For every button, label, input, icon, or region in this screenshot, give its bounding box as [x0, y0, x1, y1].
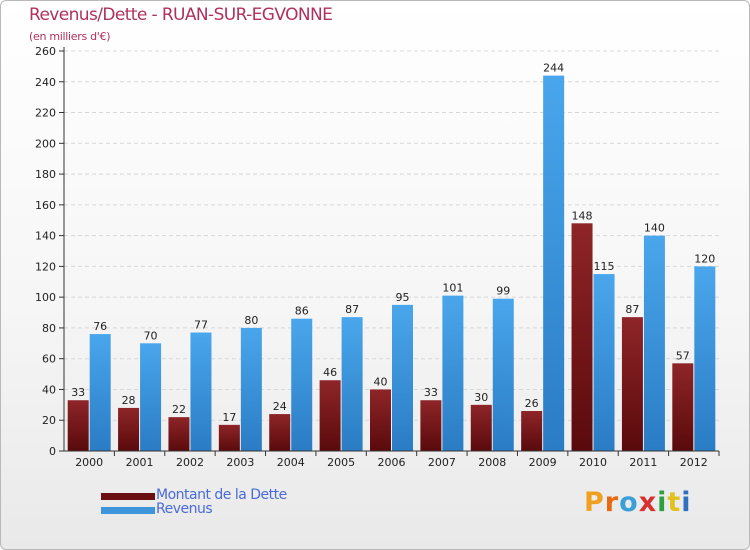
legend-label-revenus: Revenus	[156, 501, 213, 517]
data-label-revenus: 115	[594, 260, 615, 273]
bar-revenus	[240, 327, 262, 451]
logo-letter: t	[667, 487, 682, 518]
data-label-revenus: 99	[496, 285, 510, 298]
data-label-revenus: 77	[194, 319, 208, 332]
data-label-revenus: 70	[144, 329, 158, 342]
x-tick-label: 2002	[176, 456, 204, 469]
bar-revenus	[543, 75, 565, 451]
x-tick-label: 2001	[126, 456, 154, 469]
bar-revenus	[190, 332, 212, 451]
y-tick-label: 0	[49, 445, 56, 458]
chart-title: Revenus/Dette - RUAN-SUR-EGVONNE	[29, 5, 333, 25]
x-tick-label: 2006	[378, 456, 406, 469]
bar-dette	[420, 400, 442, 451]
bar-revenus	[643, 235, 665, 451]
y-tick-label: 60	[42, 353, 56, 366]
y-tick-label: 260	[35, 45, 56, 58]
data-label-dette: 22	[172, 403, 186, 416]
y-tick-label: 180	[35, 168, 56, 181]
legend-swatch-revenus	[101, 507, 155, 514]
legend-label-dette: Montant de la Dette	[156, 487, 287, 503]
data-label-revenus: 76	[93, 320, 107, 333]
bar-revenus	[140, 343, 162, 451]
data-label-dette: 17	[222, 411, 236, 424]
x-tick-label: 2008	[478, 456, 506, 469]
bar-revenus	[694, 266, 716, 451]
data-label-dette: 33	[71, 386, 85, 399]
y-tick-label: 220	[35, 107, 56, 120]
bar-dette	[672, 363, 694, 451]
bar-dette	[370, 389, 391, 451]
logo-letter: o	[619, 487, 639, 518]
bar-revenus	[442, 295, 464, 451]
y-tick-label: 200	[35, 137, 56, 150]
bar-dette	[269, 414, 291, 451]
bar-dette	[521, 411, 543, 451]
bar-dette	[470, 404, 492, 451]
data-label-revenus: 86	[295, 305, 309, 318]
x-tick-label: 2000	[75, 456, 103, 469]
y-tick-label: 40	[42, 383, 56, 396]
grid-lines	[64, 50, 719, 452]
axes: 0 20 40 60 80 100 120 140 160 180 200 220 240 260 2000…	[35, 45, 720, 469]
bar-revenus	[392, 304, 413, 451]
data-label-revenus: 95	[396, 291, 410, 304]
bar-dette	[67, 400, 89, 451]
data-label-revenus: 120	[694, 252, 715, 265]
data-label-dette: 30	[474, 391, 488, 404]
logo-letter: i	[681, 487, 692, 518]
bar-revenus	[593, 274, 615, 451]
data-label-dette: 148	[572, 209, 593, 222]
bar-dette	[218, 424, 240, 451]
logo-letter: r	[604, 487, 620, 518]
data-label-dette: 40	[374, 375, 388, 388]
bar-dette	[621, 317, 643, 451]
bar-dette	[168, 417, 190, 451]
data-label-dette: 33	[424, 386, 438, 399]
bars: 33 76 28 70 22 77 17 80 24 86 46 87 40 95 33 101 30 99 26 2…	[67, 62, 716, 451]
bar-dette	[118, 407, 140, 451]
data-label-revenus: 80	[244, 314, 258, 327]
x-tick-label: 2009	[529, 456, 557, 469]
data-label-dette: 46	[323, 366, 337, 379]
bar-dette	[319, 380, 341, 451]
x-tick-label: 2004	[277, 456, 305, 469]
logo-letter: i	[657, 487, 668, 518]
data-label-revenus: 244	[543, 62, 564, 75]
x-tick-label: 2005	[327, 456, 355, 469]
legend-swatch-dette	[101, 493, 155, 500]
y-tick-label: 240	[35, 76, 56, 89]
chart-subtitle: (en milliers d'€)	[29, 30, 111, 43]
data-label-dette: 26	[525, 397, 539, 410]
x-tick-label: 2010	[579, 456, 607, 469]
data-label-dette: 24	[273, 400, 287, 413]
x-tick-label: 2012	[680, 456, 708, 469]
proxiti-logo: Proxiti	[584, 487, 692, 518]
bar-revenus	[291, 318, 313, 451]
y-tick-label: 160	[35, 199, 56, 212]
logo-letter: x	[638, 487, 658, 518]
x-tick-label: 2011	[629, 456, 657, 469]
data-label-revenus: 87	[345, 303, 359, 316]
bar-revenus	[341, 317, 363, 451]
y-tick-label: 140	[35, 230, 56, 243]
y-tick-label: 120	[35, 260, 56, 273]
data-label-dette: 57	[676, 349, 690, 362]
bar-dette	[571, 223, 593, 451]
data-label-revenus: 140	[644, 222, 665, 235]
data-label-dette: 28	[122, 394, 136, 407]
x-tick-label: 2003	[226, 456, 254, 469]
bar-revenus	[492, 298, 514, 451]
y-tick-label: 100	[35, 291, 56, 304]
y-tick-label: 80	[42, 322, 56, 335]
data-label-revenus: 101	[442, 282, 463, 295]
bar-revenus	[89, 334, 111, 451]
x-tick-label: 2007	[428, 456, 456, 469]
logo-letter: P	[584, 487, 605, 518]
data-label-dette: 87	[625, 303, 639, 316]
y-tick-label: 20	[42, 414, 56, 427]
